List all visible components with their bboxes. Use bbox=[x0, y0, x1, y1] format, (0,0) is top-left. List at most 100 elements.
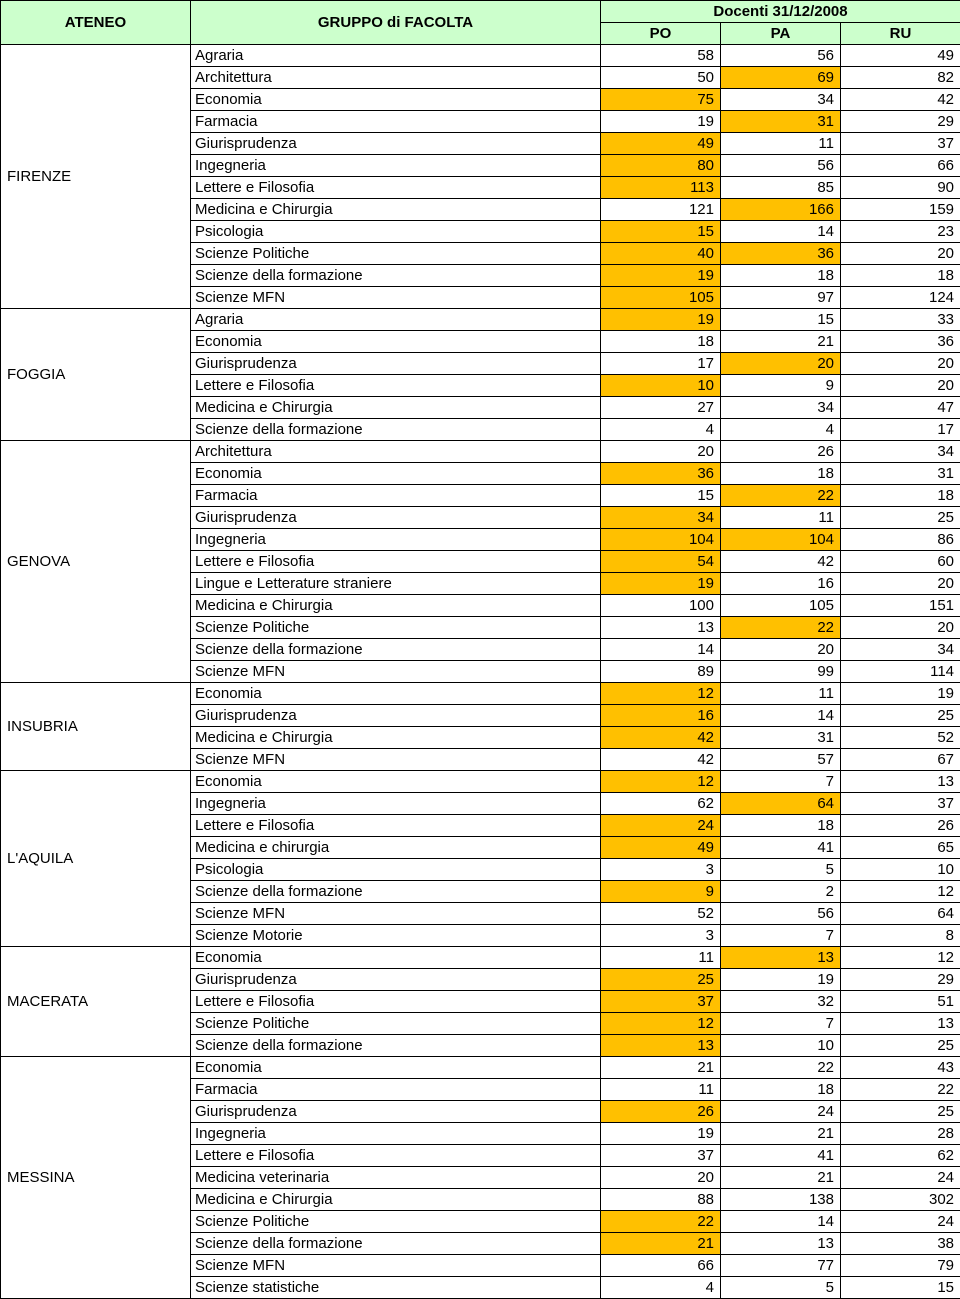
facolta-cell: Economia bbox=[191, 683, 601, 705]
pa-cell: 26 bbox=[721, 441, 841, 463]
pa-cell: 21 bbox=[721, 1123, 841, 1145]
ru-cell: 20 bbox=[841, 617, 960, 639]
header-po: PO bbox=[601, 23, 721, 45]
facolta-cell: Architettura bbox=[191, 441, 601, 463]
facolta-cell: Ingegneria bbox=[191, 793, 601, 815]
ru-cell: 13 bbox=[841, 1013, 960, 1035]
pa-cell: 31 bbox=[721, 111, 841, 133]
facolta-cell: Agraria bbox=[191, 309, 601, 331]
po-cell: 21 bbox=[601, 1233, 721, 1255]
facolta-cell: Psicologia bbox=[191, 859, 601, 881]
facolta-cell: Giurisprudenza bbox=[191, 969, 601, 991]
ru-cell: 82 bbox=[841, 67, 960, 89]
ru-cell: 23 bbox=[841, 221, 960, 243]
header-pa: PA bbox=[721, 23, 841, 45]
po-cell: 58 bbox=[601, 45, 721, 67]
pa-cell: 4 bbox=[721, 419, 841, 441]
facolta-cell: Lettere e Filosofia bbox=[191, 991, 601, 1013]
ru-cell: 25 bbox=[841, 1035, 960, 1057]
po-cell: 19 bbox=[601, 265, 721, 287]
pa-cell: 138 bbox=[721, 1189, 841, 1211]
facolta-cell: Farmacia bbox=[191, 485, 601, 507]
facolta-cell: Agraria bbox=[191, 45, 601, 67]
ru-cell: 67 bbox=[841, 749, 960, 771]
facolta-cell: Economia bbox=[191, 947, 601, 969]
pa-cell: 22 bbox=[721, 485, 841, 507]
pa-cell: 13 bbox=[721, 1233, 841, 1255]
pa-cell: 21 bbox=[721, 1167, 841, 1189]
pa-cell: 24 bbox=[721, 1101, 841, 1123]
facolta-cell: Lingue e Letterature straniere bbox=[191, 573, 601, 595]
ru-cell: 124 bbox=[841, 287, 960, 309]
ru-cell: 159 bbox=[841, 199, 960, 221]
ru-cell: 47 bbox=[841, 397, 960, 419]
ru-cell: 64 bbox=[841, 903, 960, 925]
facolta-cell: Scienze MFN bbox=[191, 749, 601, 771]
pa-cell: 14 bbox=[721, 221, 841, 243]
pa-cell: 34 bbox=[721, 397, 841, 419]
pa-cell: 56 bbox=[721, 155, 841, 177]
docenti-table: ATENEO GRUPPO di FACOLTA Docenti 31/12/2… bbox=[0, 0, 960, 1299]
ateneo-cell: L'AQUILA bbox=[1, 771, 191, 947]
table-row: INSUBRIAEconomia121119 bbox=[1, 683, 960, 705]
po-cell: 10 bbox=[601, 375, 721, 397]
facolta-cell: Scienze MFN bbox=[191, 661, 601, 683]
pa-cell: 14 bbox=[721, 705, 841, 727]
po-cell: 22 bbox=[601, 1211, 721, 1233]
pa-cell: 11 bbox=[721, 133, 841, 155]
facolta-cell: Economia bbox=[191, 1057, 601, 1079]
po-cell: 4 bbox=[601, 419, 721, 441]
po-cell: 25 bbox=[601, 969, 721, 991]
facolta-cell: Lettere e Filosofia bbox=[191, 177, 601, 199]
po-cell: 42 bbox=[601, 727, 721, 749]
ru-cell: 60 bbox=[841, 551, 960, 573]
facolta-cell: Giurisprudenza bbox=[191, 705, 601, 727]
po-cell: 36 bbox=[601, 463, 721, 485]
ru-cell: 20 bbox=[841, 243, 960, 265]
pa-cell: 36 bbox=[721, 243, 841, 265]
ru-cell: 24 bbox=[841, 1167, 960, 1189]
ru-cell: 34 bbox=[841, 639, 960, 661]
facolta-cell: Medicina e Chirurgia bbox=[191, 199, 601, 221]
pa-cell: 41 bbox=[721, 1145, 841, 1167]
ru-cell: 151 bbox=[841, 595, 960, 617]
pa-cell: 166 bbox=[721, 199, 841, 221]
ru-cell: 18 bbox=[841, 265, 960, 287]
facolta-cell: Architettura bbox=[191, 67, 601, 89]
pa-cell: 22 bbox=[721, 1057, 841, 1079]
pa-cell: 22 bbox=[721, 617, 841, 639]
facolta-cell: Scienze Motorie bbox=[191, 925, 601, 947]
facolta-cell: Medicina veterinaria bbox=[191, 1167, 601, 1189]
ru-cell: 18 bbox=[841, 485, 960, 507]
table-row: FOGGIAAgraria191533 bbox=[1, 309, 960, 331]
po-cell: 88 bbox=[601, 1189, 721, 1211]
facolta-cell: Ingegneria bbox=[191, 1123, 601, 1145]
pa-cell: 21 bbox=[721, 331, 841, 353]
facolta-cell: Medicina e chirurgia bbox=[191, 837, 601, 859]
header-gruppo: GRUPPO di FACOLTA bbox=[191, 1, 601, 45]
ru-cell: 25 bbox=[841, 705, 960, 727]
ru-cell: 8 bbox=[841, 925, 960, 947]
pa-cell: 34 bbox=[721, 89, 841, 111]
pa-cell: 99 bbox=[721, 661, 841, 683]
ateneo-cell: MACERATA bbox=[1, 947, 191, 1057]
facolta-cell: Giurisprudenza bbox=[191, 133, 601, 155]
ru-cell: 38 bbox=[841, 1233, 960, 1255]
po-cell: 50 bbox=[601, 67, 721, 89]
po-cell: 26 bbox=[601, 1101, 721, 1123]
po-cell: 105 bbox=[601, 287, 721, 309]
po-cell: 19 bbox=[601, 1123, 721, 1145]
pa-cell: 19 bbox=[721, 969, 841, 991]
po-cell: 12 bbox=[601, 1013, 721, 1035]
table-row: MESSINAEconomia212243 bbox=[1, 1057, 960, 1079]
ru-cell: 10 bbox=[841, 859, 960, 881]
pa-cell: 18 bbox=[721, 463, 841, 485]
pa-cell: 11 bbox=[721, 507, 841, 529]
ru-cell: 31 bbox=[841, 463, 960, 485]
pa-cell: 11 bbox=[721, 683, 841, 705]
pa-cell: 10 bbox=[721, 1035, 841, 1057]
po-cell: 13 bbox=[601, 617, 721, 639]
po-cell: 54 bbox=[601, 551, 721, 573]
facolta-cell: Lettere e Filosofia bbox=[191, 815, 601, 837]
facolta-cell: Farmacia bbox=[191, 1079, 601, 1101]
